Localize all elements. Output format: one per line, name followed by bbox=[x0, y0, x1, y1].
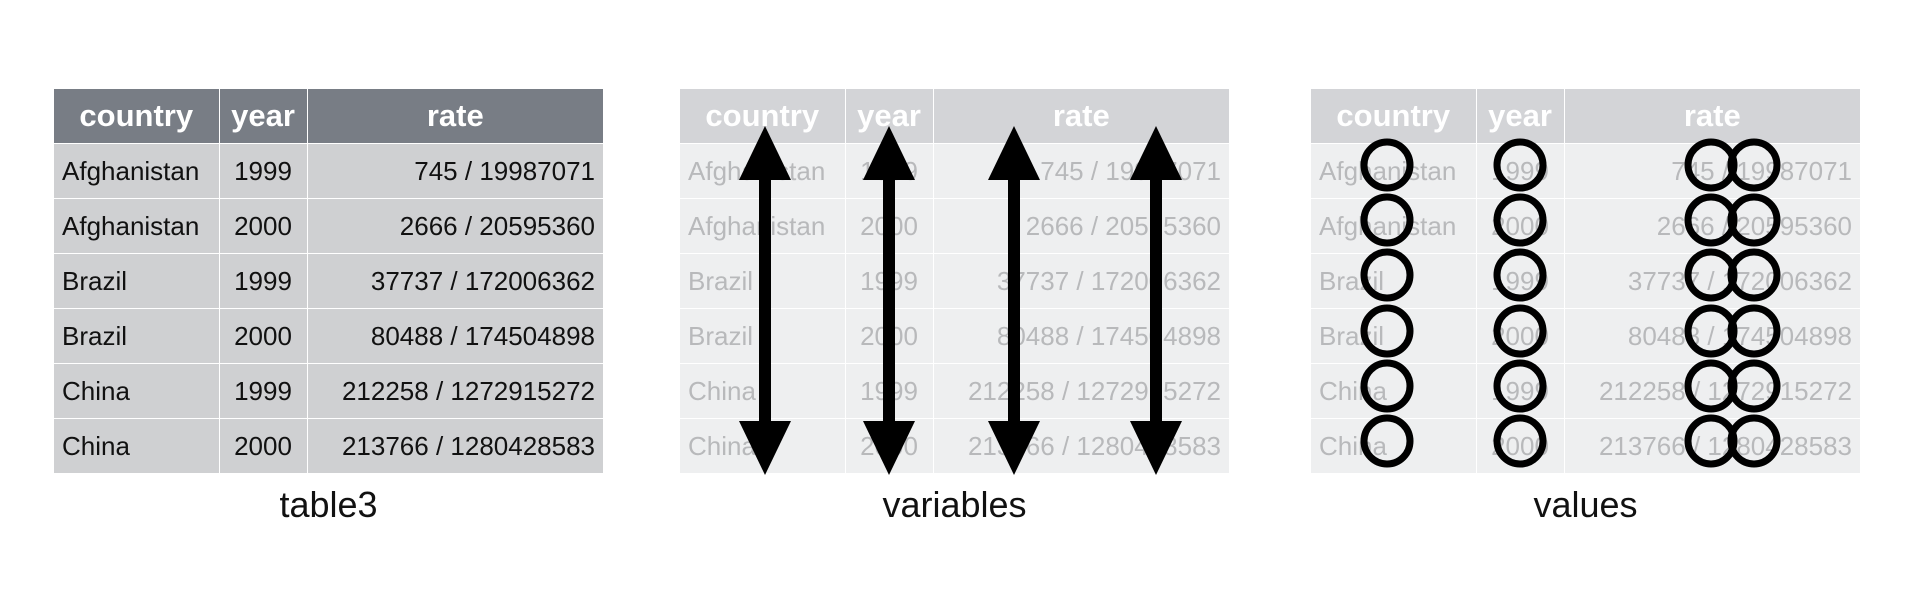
double-arrow-icon bbox=[863, 126, 915, 475]
header-country: country bbox=[1311, 89, 1477, 144]
cell-year: 1999 bbox=[219, 253, 308, 309]
cell-rate: 213766 / 1280428583 bbox=[307, 418, 603, 473]
header-rate: rate bbox=[933, 89, 1229, 144]
value-circle-icon bbox=[1360, 304, 1414, 358]
cell-country: Afghanistan bbox=[1311, 198, 1477, 254]
cell-year: 1999 bbox=[219, 363, 308, 419]
table-row: Brazil 1999 37737 / 172006362 bbox=[1311, 253, 1860, 309]
cell-year: 2000 bbox=[219, 418, 308, 473]
cell-country: China bbox=[54, 363, 220, 419]
caption-values: values bbox=[1533, 484, 1638, 525]
cell-year: 2000 bbox=[1476, 308, 1565, 364]
cell-rate: 37737 / 172006362 bbox=[933, 253, 1229, 309]
value-circle-icon bbox=[1493, 414, 1547, 468]
double-circle-icon bbox=[1684, 193, 1781, 247]
cell-rate: 745 / 19987071 bbox=[933, 143, 1229, 199]
table-row: China 1999 212258 / 1272915272 bbox=[54, 363, 603, 419]
value-circle-icon bbox=[1493, 304, 1547, 358]
header-year: year bbox=[219, 89, 308, 144]
cell-country: China bbox=[54, 418, 220, 473]
cell-country: Brazil bbox=[54, 308, 220, 364]
table-row: Brazil 2000 80488 / 174504898 bbox=[54, 308, 603, 364]
cell-rate: 80488 / 174504898 bbox=[933, 308, 1229, 364]
caption-variables: variables bbox=[882, 484, 1027, 525]
cell-rate: 2666 / 20595360 bbox=[933, 198, 1229, 254]
header-row: country year rate bbox=[54, 89, 603, 144]
header-rate: rate bbox=[1564, 89, 1860, 144]
cell-country: Brazil bbox=[1311, 308, 1477, 364]
values-table: country year rate Afghanistan 1999 745 /… bbox=[1311, 89, 1860, 473]
cell-rate: 80488 / 174504898 bbox=[307, 308, 603, 364]
cell-rate: 37737 / 172006362 bbox=[1564, 253, 1860, 309]
variable-arrows bbox=[739, 126, 1182, 475]
cell-rate: 37737 / 172006362 bbox=[307, 253, 603, 309]
value-circle-icon bbox=[1493, 138, 1547, 192]
value-circle-icon bbox=[1360, 359, 1414, 413]
double-circle-icon bbox=[1684, 414, 1781, 468]
cell-year: 1999 bbox=[219, 143, 308, 199]
value-circle-icon bbox=[1360, 193, 1414, 247]
cell-country: Brazil bbox=[54, 253, 220, 309]
header-year: year bbox=[1476, 89, 1565, 144]
cell-country: Afghanistan bbox=[54, 143, 220, 199]
table3-table: country year rate Afghanistan 1999 745 /… bbox=[54, 89, 603, 473]
table-row: China 2000 213766 / 1280428583 bbox=[54, 418, 603, 473]
double-circle-icon bbox=[1684, 359, 1781, 413]
double-arrow-icon bbox=[988, 126, 1040, 475]
header-rate: rate bbox=[307, 89, 603, 144]
table-row: Afghanistan 2000 2666 / 20595360 bbox=[680, 198, 1229, 254]
cell-rate: 2666 / 20595360 bbox=[307, 198, 603, 254]
cell-rate: 745 / 19987071 bbox=[307, 143, 603, 199]
value-circle-icon bbox=[1493, 248, 1547, 302]
value-circle-icon bbox=[1493, 193, 1547, 247]
double-circle-icon bbox=[1684, 304, 1781, 358]
caption-table3: table3 bbox=[279, 484, 378, 525]
value-circle-icon bbox=[1360, 248, 1414, 302]
table-row: China 1999 212258 / 1272915272 bbox=[1311, 363, 1860, 419]
cell-rate: 212258 / 1272915272 bbox=[307, 363, 603, 419]
value-circle-icon bbox=[1360, 414, 1414, 468]
header-row: country year rate bbox=[1311, 89, 1860, 144]
cell-country: Afghanistan bbox=[54, 198, 220, 254]
table-row: Afghanistan 2000 2666 / 20595360 bbox=[54, 198, 603, 254]
cell-year: 2000 bbox=[219, 308, 308, 364]
header-country: country bbox=[54, 89, 220, 144]
double-arrow-icon bbox=[1130, 126, 1182, 475]
cell-year: 2000 bbox=[219, 198, 308, 254]
double-arrow-icon bbox=[739, 126, 791, 475]
cell-rate: 213766 / 1280428583 bbox=[933, 418, 1229, 473]
value-circle-icon bbox=[1493, 359, 1547, 413]
table-row: Afghanistan 1999 745 / 19987071 bbox=[54, 143, 603, 199]
table-row: Brazil 1999 37737 / 172006362 bbox=[54, 253, 603, 309]
double-circle-icon bbox=[1684, 248, 1781, 302]
value-circles bbox=[1360, 138, 1781, 468]
double-circle-icon bbox=[1684, 138, 1781, 192]
value-circle-icon bbox=[1360, 138, 1414, 192]
